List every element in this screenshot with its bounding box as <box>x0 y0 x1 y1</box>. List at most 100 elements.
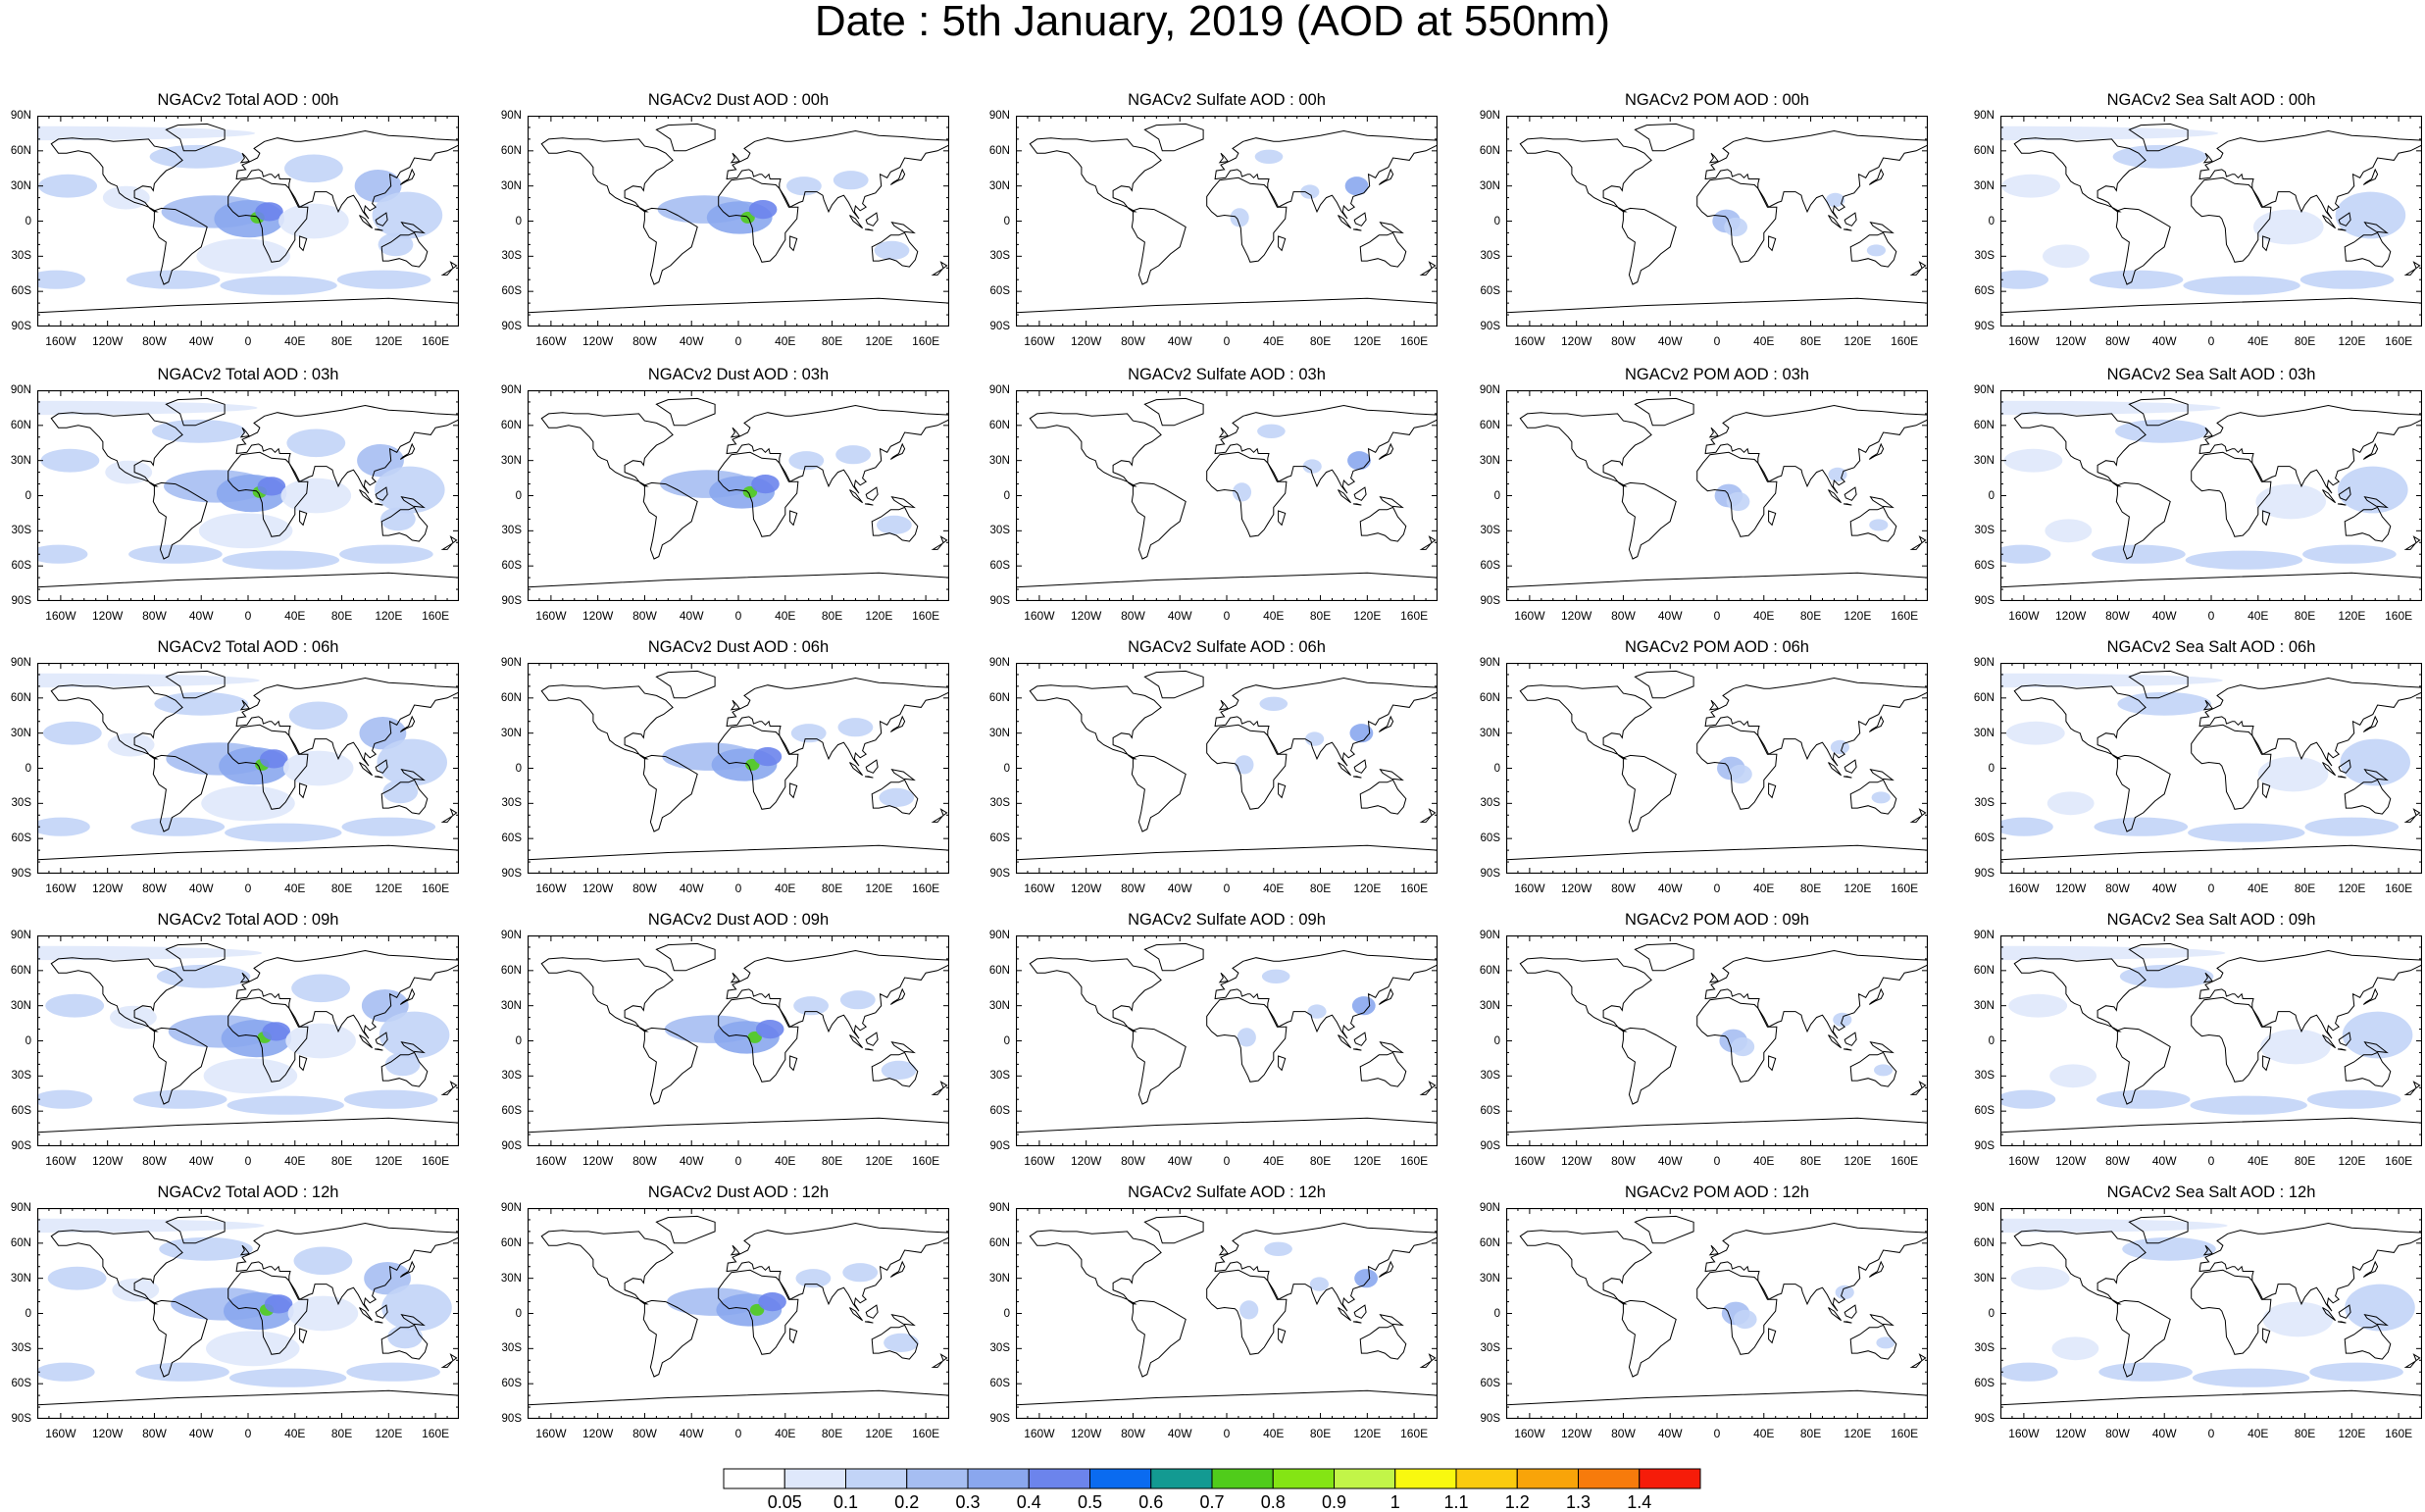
lat-tick-label: 60S <box>1480 285 1500 298</box>
coastline <box>165 1215 226 1244</box>
aod-plume <box>132 1089 227 1109</box>
lon-tick-label: 80W <box>2105 334 2130 348</box>
coastline <box>2115 754 2171 832</box>
lon-tick-label: 80E <box>1799 1154 1822 1168</box>
colorbar-swatch <box>1455 1468 1518 1489</box>
lat-tick-label: 30S <box>1480 797 1500 810</box>
lon-tick-label: 0 <box>734 1427 742 1440</box>
coastline <box>1704 677 1928 767</box>
lon-tick-label: 40W <box>679 334 704 348</box>
lon-tick-label: 120E <box>1353 1154 1382 1168</box>
lon-tick-label: 160W <box>1024 1427 1055 1440</box>
lon-tick-label: 120W <box>581 334 614 348</box>
lon-tick-label: 120E <box>2338 334 2366 348</box>
lon-tick-label: 120W <box>1070 882 1102 895</box>
aod-plume <box>2253 209 2324 245</box>
coastline <box>1868 715 1885 732</box>
coastline <box>871 779 919 815</box>
coastline <box>2338 1032 2351 1046</box>
panel-title: NGACv2 Dust AOD : 06h <box>647 638 830 656</box>
lon-tick-label: 40W <box>679 1154 704 1168</box>
lat-tick-label: 60S <box>11 285 31 298</box>
coastline <box>1218 972 1230 983</box>
coastline <box>528 572 949 601</box>
lat-tick-label: 30S <box>989 1070 1010 1083</box>
aod-plume <box>286 428 346 458</box>
coastline <box>2322 489 2337 504</box>
coastline <box>227 451 309 537</box>
aod-plume <box>2338 466 2408 514</box>
lat-tick-label: 60N <box>1479 1236 1500 1249</box>
coastline <box>227 176 309 263</box>
lat-tick-label: 30N <box>1479 454 1500 467</box>
lon-tick-label: 80E <box>2294 1427 2316 1440</box>
coastline <box>1868 168 1885 185</box>
coastline <box>1621 1299 1677 1378</box>
map-background <box>1016 116 1438 327</box>
lon-tick-label: 0 <box>1223 609 1231 623</box>
panel-title: NGACv2 Dust AOD : 00h <box>647 91 830 109</box>
coastline <box>1506 572 1928 601</box>
coastline <box>227 1269 309 1355</box>
lon-tick-label: 80W <box>2105 1154 2130 1168</box>
coastline <box>1353 1304 1367 1319</box>
lon-tick-label: 160W <box>2008 882 2040 895</box>
lon-tick-label: 40W <box>1167 1427 1192 1440</box>
lat-tick-label: 60S <box>501 560 522 573</box>
coastline <box>865 1032 879 1046</box>
colorbar-label: 0.6 <box>1138 1492 1164 1512</box>
lon-tick-label: 80E <box>1309 882 1332 895</box>
lat-tick-label: 60S <box>501 285 522 298</box>
lon-tick-label: 120W <box>91 1427 124 1440</box>
coastline <box>1506 297 1928 327</box>
coastline <box>380 506 429 542</box>
aod-plume <box>2089 270 2184 289</box>
coastline <box>730 972 741 983</box>
aod-plume <box>1302 459 1322 474</box>
lon-tick-label: 40E <box>775 1154 796 1168</box>
coastline <box>1359 506 1407 542</box>
coastline <box>1352 776 1362 779</box>
total-aod-map <box>37 1208 459 1419</box>
aod-plume <box>291 974 350 1003</box>
lat-tick-label: 0 <box>1988 1307 1995 1320</box>
lat-tick-label: 60S <box>989 1378 1010 1390</box>
lon-tick-label: 160E <box>422 1154 450 1168</box>
coastline <box>239 1244 251 1256</box>
lon-tick-label: 0 <box>2207 882 2215 895</box>
aod-plume <box>1724 217 1747 237</box>
coastline <box>1131 1027 1187 1105</box>
coastline <box>2322 1034 2337 1049</box>
panel-title: NGACv2 Sulfate AOD : 06h <box>1128 638 1326 656</box>
lon-tick-label: 80W <box>2105 609 2130 623</box>
coastline <box>789 782 798 799</box>
coastline <box>871 506 919 542</box>
coastline <box>2362 715 2379 732</box>
lon-tick-label: 120E <box>2338 609 2366 623</box>
lon-tick-label: 40E <box>1263 609 1285 623</box>
lon-tick-label: 120W <box>581 1427 614 1440</box>
lat-tick-label: 0 <box>515 215 522 227</box>
coastline <box>1218 152 1230 164</box>
lat-tick-label: 60N <box>500 419 522 431</box>
lat-tick-label: 0 <box>1493 215 1500 227</box>
aod-plume <box>2008 993 2068 1018</box>
coastline <box>642 207 698 285</box>
coastline <box>380 779 429 815</box>
lat-tick-label: 30N <box>1479 727 1500 739</box>
lon-tick-label: 160W <box>535 1427 567 1440</box>
lon-tick-label: 160E <box>422 334 450 348</box>
lon-tick-label: 160W <box>2008 334 2040 348</box>
coastline <box>50 137 183 213</box>
coastline <box>1621 1027 1677 1105</box>
coastline <box>400 1313 426 1327</box>
lon-tick-label: 120W <box>2054 334 2087 348</box>
lon-tick-label: 120E <box>1844 882 1872 895</box>
lon-tick-label: 160E <box>422 1427 450 1440</box>
aod-plume <box>745 758 760 771</box>
lat-tick-label: 90S <box>501 1140 522 1152</box>
aod-plume <box>149 144 244 169</box>
coastline <box>642 754 698 832</box>
coastline <box>1352 1048 1362 1051</box>
lon-tick-label: 80E <box>1309 334 1332 348</box>
